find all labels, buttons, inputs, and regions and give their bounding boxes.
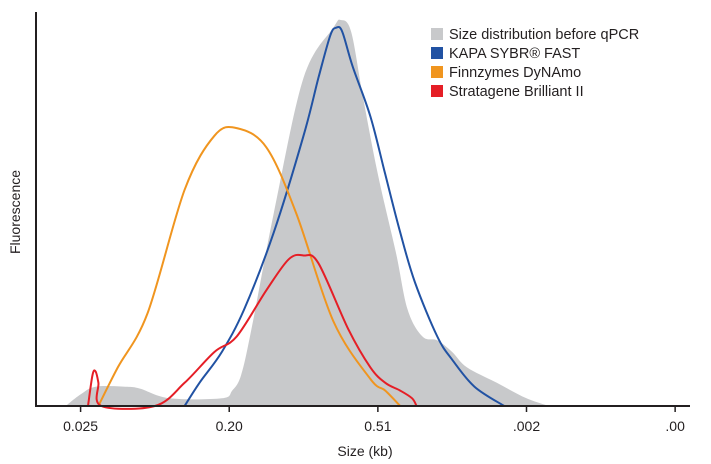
x-tick-label: 0.51 [364,418,391,434]
x-tick-layer: 0.025 0.20 0.51 .002 .00 [63,406,685,434]
legend-swatch-kapa [431,47,443,59]
x-tick-label: 0.20 [216,418,243,434]
x-tick-label: 0.025 [63,418,98,434]
series-stratagene-brilliant-ii-line [87,253,418,410]
legend-swatch-finnzymes [431,66,443,78]
legend-label-finnzymes: Finnzymes DyNAmo [449,65,581,81]
legend-swatch-stratagene [431,85,443,97]
legend-item: KAPA SYBR® FAST [431,46,580,62]
x-tick-label: .00 [665,418,685,434]
y-axis-title: Fluorescence [7,170,23,254]
legend-item: Stratagene Brilliant II [431,84,584,100]
x-tick-label: .002 [513,418,540,434]
legend: Size distribution before qPCR KAPA SYBR®… [431,27,639,100]
legend-label-stratagene: Stratagene Brilliant II [449,84,584,100]
legend-swatch-before-qpcr [431,28,443,40]
series-finnzymes-dynamo-line [97,125,402,407]
legend-item: Size distribution before qPCR [431,27,639,43]
legend-item: Finnzymes DyNAmo [431,65,581,81]
x-axis-title: Size (kb) [337,443,392,459]
legend-label-kapa: KAPA SYBR® FAST [449,46,580,62]
series-before-qpcr-area [65,19,549,406]
legend-label-before-qpcr: Size distribution before qPCR [449,27,639,43]
series-layer [65,19,549,410]
series-kapa-sybr-fast-line [183,25,506,407]
